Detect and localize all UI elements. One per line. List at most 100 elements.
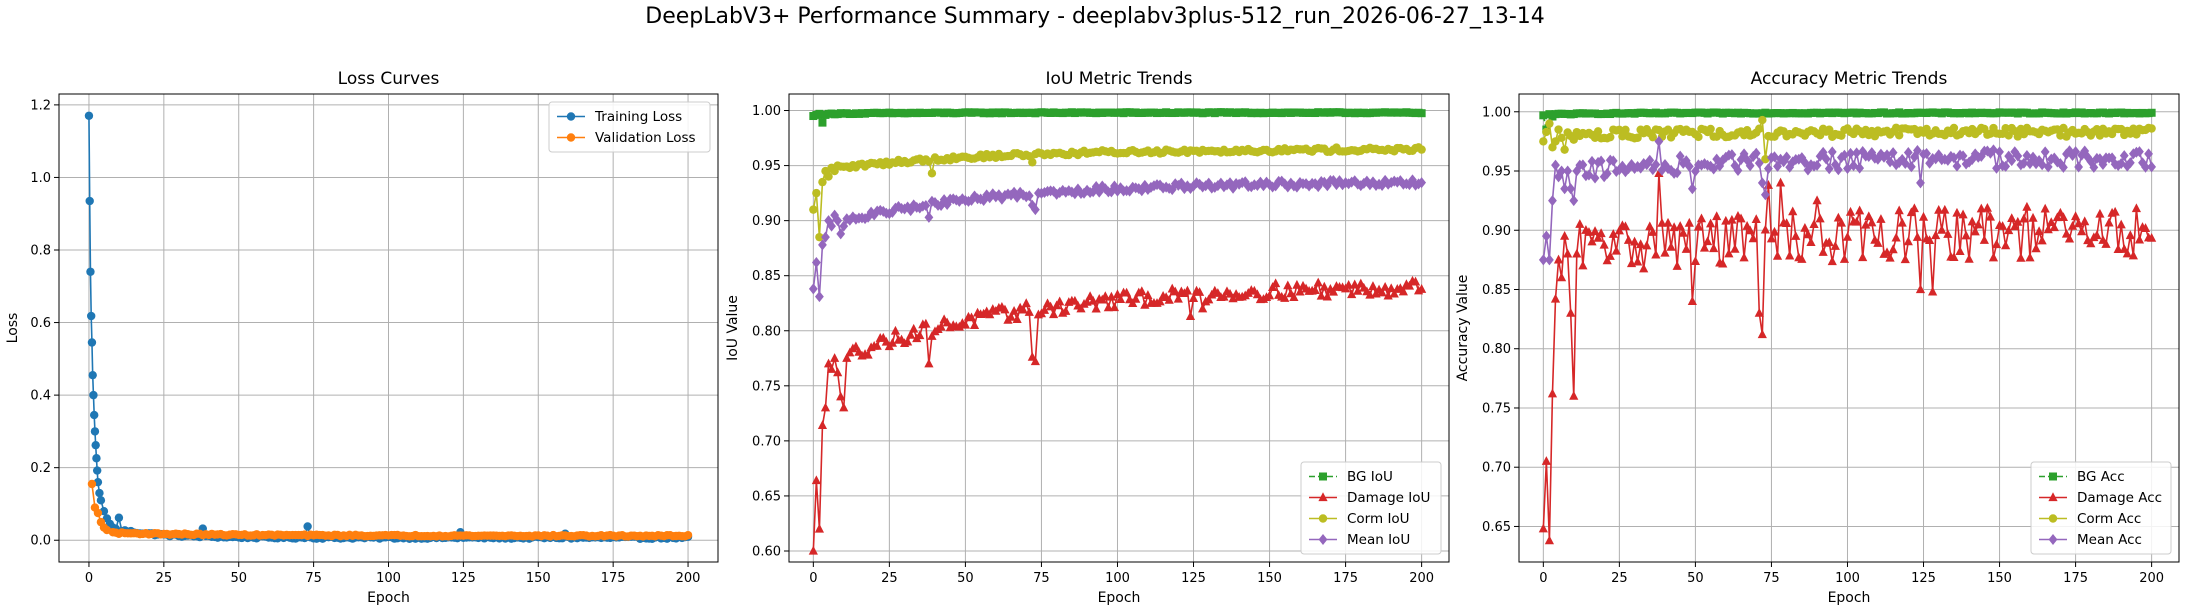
data-point [2125, 157, 2135, 169]
data-point [1100, 291, 1110, 301]
data-point [1873, 238, 1883, 247]
data-point [1693, 221, 1704, 231]
data-point [1030, 356, 1040, 366]
data-point [1137, 286, 1147, 296]
data-point [91, 440, 100, 450]
data-point [1800, 156, 1810, 168]
data-point [966, 312, 977, 322]
data-point [1624, 163, 1633, 175]
data-point [1931, 153, 1941, 165]
data-point [2052, 212, 2062, 222]
data-point [1547, 388, 1558, 398]
data-point [1280, 293, 1290, 302]
data-point [1660, 158, 1670, 170]
data-point [826, 364, 837, 373]
data-point [1380, 174, 1390, 186]
data-point [1833, 164, 1843, 176]
data-point [1909, 203, 1919, 213]
data-point [1985, 211, 1996, 221]
data-point [1417, 109, 1426, 118]
data-point [1755, 124, 1764, 133]
data-point [1775, 177, 1786, 187]
data-point [1876, 214, 1886, 223]
x-tick-label: 25 [1611, 571, 1628, 586]
data-point [1675, 221, 1685, 230]
data-point [1545, 119, 1554, 128]
series-mean-iou [808, 174, 1427, 303]
data-point [1992, 162, 2001, 174]
data-point [1928, 286, 1938, 296]
data-point [1748, 233, 1758, 243]
axes-frame [788, 93, 1450, 563]
data-point [1572, 165, 1582, 177]
chart-panel-3: 0 25 50 75 100 125 150 175 200 0.65 0.70 0.75 0.80 0.… [1455, 69, 2180, 606]
x-tick-label: 75 [1033, 571, 1050, 586]
data-point [1560, 145, 1569, 154]
y-tick-label: 0.95 [752, 159, 781, 174]
data-point [2138, 157, 2147, 169]
data-point [1730, 243, 1740, 253]
data-point [89, 390, 98, 400]
data-point [1842, 231, 1853, 241]
data-point [1000, 304, 1010, 314]
data-point [1569, 195, 1579, 207]
data-point [1204, 177, 1214, 189]
data-point [1706, 160, 1716, 172]
data-point [1894, 131, 1904, 140]
data-point [1712, 211, 1722, 221]
data-point [1556, 272, 1567, 282]
data-point [1973, 219, 1983, 229]
data-point [2113, 160, 2123, 172]
data-point [93, 508, 103, 518]
data-point [2131, 203, 2142, 213]
data-point [1997, 221, 2008, 230]
data-point [2028, 212, 2038, 222]
data-point [1986, 147, 1995, 159]
data-point [1663, 217, 1673, 227]
series-validation-loss [87, 479, 693, 541]
data-point [1678, 157, 1688, 169]
data-point [2034, 154, 2044, 166]
data-point [2068, 149, 2077, 161]
series-group [84, 111, 693, 543]
data-point [1587, 236, 1597, 246]
data-point [1338, 179, 1347, 191]
legend-marker [566, 112, 576, 121]
data-point [1846, 147, 1855, 159]
data-point [817, 420, 828, 430]
x-tick-label: 125 [451, 571, 476, 586]
data-point [1602, 168, 1612, 180]
data-point [1109, 302, 1120, 312]
data-point [1961, 230, 1971, 240]
chart-panel-1: 0 25 50 75 100 125 150 175 200 0.0 0.2 0.4 0.6 0.8 1.0… [5, 69, 719, 606]
data-point [1651, 159, 1661, 171]
data-point [1590, 226, 1600, 235]
data-point [1283, 181, 1293, 193]
x-tick-label: 0 [809, 571, 817, 586]
data-point [89, 410, 99, 420]
data-point [1106, 291, 1116, 301]
y-tick-label: 0.6 [30, 316, 51, 331]
data-point [1578, 260, 1588, 270]
data-point [1155, 296, 1165, 306]
data-point [1678, 227, 1688, 237]
data-point [1319, 281, 1329, 291]
data-point [1733, 165, 1743, 177]
data-point [1538, 523, 1548, 533]
data-point [1876, 148, 1886, 160]
x-tick-label: 200 [1409, 571, 1434, 586]
data-point [1377, 179, 1387, 191]
data-point [903, 336, 913, 346]
data-point [1806, 237, 1816, 247]
data-point [2110, 206, 2120, 216]
data-point [1706, 218, 1716, 228]
data-point [1344, 279, 1354, 289]
data-point [1906, 161, 1916, 173]
data-point [2031, 243, 2041, 253]
data-point [1782, 218, 1792, 228]
data-point [1155, 179, 1165, 191]
data-point [1958, 209, 1968, 219]
data-point [2113, 244, 2123, 253]
data-point [1417, 177, 1427, 189]
data-point [2147, 161, 2157, 173]
